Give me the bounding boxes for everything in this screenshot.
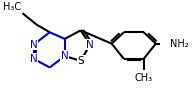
Text: N: N: [86, 40, 94, 50]
Text: H₃C: H₃C: [3, 2, 22, 12]
Text: S: S: [77, 56, 84, 66]
Text: N: N: [61, 51, 69, 61]
Text: NH₂: NH₂: [170, 39, 189, 49]
Text: CH₃: CH₃: [135, 73, 153, 83]
Text: N: N: [30, 54, 38, 64]
Text: N: N: [30, 40, 38, 50]
